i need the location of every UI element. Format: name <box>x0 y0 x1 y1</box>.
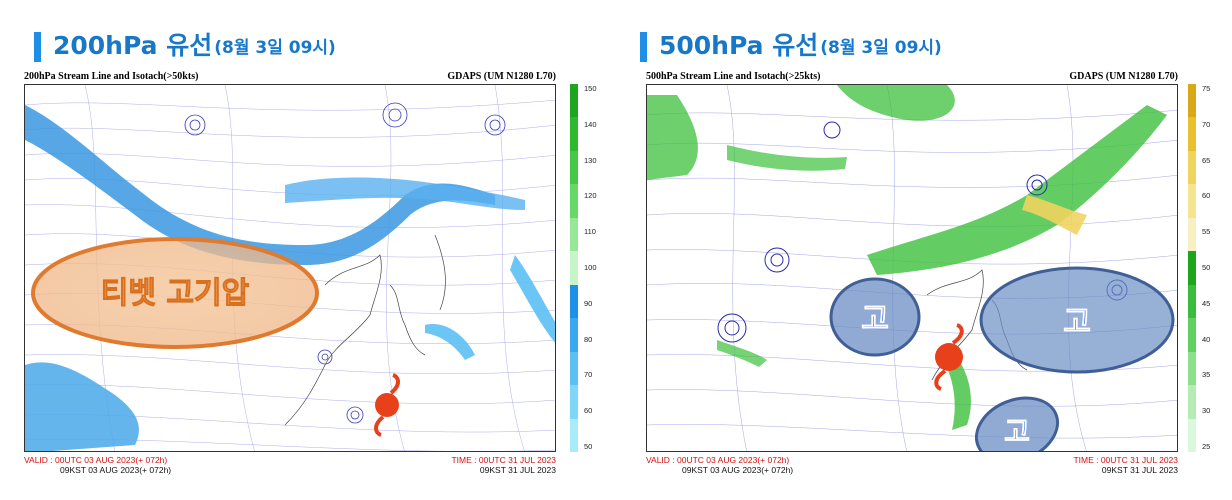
valid-time: VALID : 00UTC 03 AUG 2023(+ 072h) <box>24 455 168 465</box>
colorbar-segment <box>570 150 578 185</box>
tibetan-high-label: 티벳 고기압 <box>101 276 250 311</box>
colorbar-segment <box>1188 351 1196 386</box>
colorbar-tick-label: 50 <box>1202 263 1211 272</box>
colorbar-segment <box>1188 318 1196 352</box>
colorbar-segment <box>1188 385 1196 419</box>
colorbar-tick-label: 55 <box>1202 227 1211 237</box>
map-model: GDAPS (UM N1280 L70) <box>1069 71 1178 82</box>
section-heading: 500hPa 유선 (8월 3일 09시) <box>640 26 942 62</box>
colorbar-tick-label: 80 <box>584 334 593 344</box>
heading-main: 500hPa 유선 <box>659 31 819 60</box>
colorbar-tick-label: 30 <box>1202 406 1211 416</box>
colorbar-segment <box>1188 117 1196 151</box>
colorbar-tick-label: 70 <box>1202 119 1211 129</box>
colorbar-segment <box>1188 84 1196 118</box>
colorbar-tick-label: 60 <box>584 406 593 416</box>
colorbar-tick-label: 65 <box>1202 155 1211 165</box>
map-title: 200hPa Stream Line and Isotach(>50kts) <box>24 71 199 82</box>
colorbar-segment <box>570 385 578 419</box>
colorbar-tick-label: 70 <box>584 370 593 380</box>
colorbar-segment <box>570 184 578 218</box>
coastlines <box>284 234 446 426</box>
colorbar-segment <box>1188 418 1196 452</box>
colorbar-tick-label: 150 <box>584 84 597 93</box>
colorbar-segment <box>570 84 578 118</box>
typhoon-symbol-icon <box>934 323 964 391</box>
typhoon-symbol-icon <box>374 373 400 437</box>
heading-main: 200hPa 유선 <box>53 31 213 60</box>
colorbar-segment <box>1188 251 1196 285</box>
heading-accent-bar <box>34 32 41 62</box>
tibetan-high-ellipse <box>31 237 319 349</box>
panel-200hpa: 200hPa 유선 (8월 3일 09시) 200hPa Stream Line… <box>0 0 606 500</box>
panel-500hpa: 500hPa 유선 (8월 3일 09시) 500hPa Stream Line… <box>622 0 1228 500</box>
colorbar-tick-label: 75 <box>1202 84 1211 93</box>
vortices <box>184 102 506 424</box>
colorbar-tick-label: 50 <box>584 442 593 451</box>
init-time: TIME : 00UTC 31 JUL 2023 <box>1073 455 1178 465</box>
init-time-kst: 09KST 31 JUL 2023 <box>1101 465 1178 475</box>
heading-sub: (8월 3일 09시) <box>820 38 942 58</box>
high-label-west: 고 <box>861 302 889 337</box>
colorbar-tick-label: 130 <box>584 155 597 165</box>
map-title: 500hPa Stream Line and Isotach(>25kts) <box>646 71 821 82</box>
colorbar-segment <box>570 284 578 319</box>
colorbar-segment <box>1188 150 1196 185</box>
high-pressure-west <box>829 277 921 357</box>
colorbar-tick-label: 140 <box>584 119 597 129</box>
jet-stream-bands <box>647 85 1167 430</box>
map-model: GDAPS (UM N1280 L70) <box>447 71 556 82</box>
colorbar-segment <box>1188 284 1196 319</box>
colorbar-segment <box>570 418 578 452</box>
high-label-east: 고 <box>1063 305 1091 340</box>
colorbar-tick-label: 25 <box>1202 442 1211 451</box>
colorbar-tick-label: 45 <box>1202 298 1211 308</box>
colorbar-tick-label: 40 <box>1202 334 1211 344</box>
init-time-kst: 09KST 31 JUL 2023 <box>479 465 556 475</box>
section-heading: 200hPa 유선 (8월 3일 09시) <box>34 26 336 62</box>
streamline-map: 티벳 고기압 <box>24 84 556 452</box>
colorbar-segment <box>570 351 578 386</box>
jet-stream-bands <box>25 105 555 451</box>
map-svg: 티벳 고기압 <box>25 85 555 451</box>
valid-time-kst: 09KST 03 AUG 2023(+ 072h) <box>60 465 172 475</box>
valid-time: VALID : 00UTC 03 AUG 2023(+ 072h) <box>646 455 790 465</box>
colorbar-tick-label: 100 <box>584 263 597 272</box>
colorbar <box>1188 84 1196 452</box>
map-svg: 고 고 고 <box>647 85 1177 451</box>
colorbar-segment <box>570 318 578 352</box>
high-label-south: 고 <box>1004 415 1030 448</box>
heading-accent-bar <box>640 32 647 62</box>
colorbar-tick-label: 90 <box>584 298 593 308</box>
init-time: TIME : 00UTC 31 JUL 2023 <box>451 455 556 465</box>
high-pressure-south <box>974 396 1060 451</box>
streamline-map: 고 고 고 <box>646 84 1178 452</box>
colorbar-segment <box>570 117 578 151</box>
colorbar-tick-label: 60 <box>1202 191 1211 201</box>
valid-time-kst: 09KST 03 AUG 2023(+ 072h) <box>682 465 794 475</box>
heading-sub: (8월 3일 09시) <box>214 38 336 58</box>
colorbar-segment <box>1188 217 1196 252</box>
colorbar-segment <box>570 251 578 285</box>
colorbar-tick-label: 110 <box>584 227 596 237</box>
colorbar-tick-label: 35 <box>1202 370 1211 380</box>
colorbar <box>570 84 578 452</box>
colorbar-tick-label: 120 <box>584 191 597 201</box>
high-pressure-areas: 고 고 고 <box>829 266 1175 451</box>
high-pressure-north-pacific <box>979 266 1175 374</box>
colorbar-segment <box>570 217 578 252</box>
colorbar-segment <box>1188 184 1196 218</box>
